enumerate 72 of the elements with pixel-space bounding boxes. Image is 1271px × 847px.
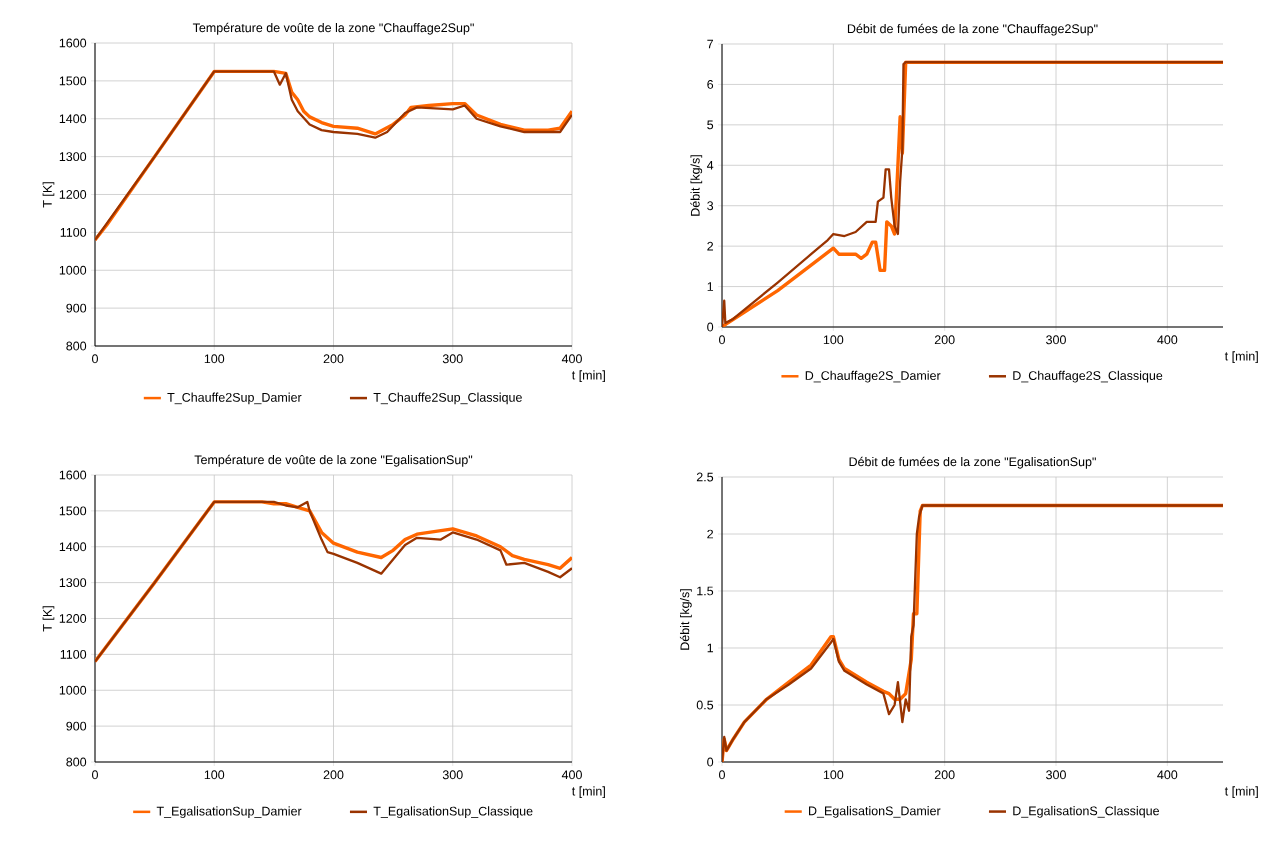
y-tick-label: 3 — [707, 201, 714, 211]
x-tick-label: 0 — [719, 770, 725, 780]
x-tick-label: 300 — [1046, 770, 1066, 780]
y-tick-label: 900 — [66, 721, 87, 731]
legend-label: T_Chauffe2Sup_Classique — [373, 392, 522, 405]
x-tick-label: 100 — [204, 770, 225, 780]
y-tick-label: 1100 — [60, 227, 87, 237]
legend-label: T_Chauffe2Sup_Damier — [167, 392, 302, 405]
legend-label: D_Chauffage2S_Classique — [1013, 370, 1163, 383]
y-tick-label: 1300 — [59, 578, 87, 588]
y-axis-title: Débit [kg/s] — [679, 589, 692, 650]
y-tick-label: 5 — [707, 120, 714, 130]
y-tick-label: 1600 — [59, 38, 87, 48]
chart-title: Température de voûte de la zone "EgalisationSup" — [194, 454, 473, 467]
y-axis-title: T [K] — [42, 606, 55, 632]
y-tick-label: 1.5 — [697, 586, 714, 596]
x-tick-label: 0 — [719, 335, 725, 345]
y-tick-label: 7 — [707, 39, 714, 49]
y-tick-label: 1400 — [59, 542, 87, 552]
x-tick-label: 200 — [934, 335, 955, 345]
x-tick-label: 100 — [204, 354, 225, 364]
y-tick-label: 1400 — [59, 114, 87, 124]
y-tick-label: 800 — [66, 341, 87, 351]
x-tick-label: 100 — [823, 335, 844, 345]
y-tick-label: 2.5 — [696, 472, 714, 482]
chart-title: Débit de fumées de la zone "Chauffage2Sup" — [847, 23, 1098, 36]
chart-title: Température de voûte de la zone "Chauffage2Sup" — [192, 22, 474, 35]
y-tick-label: 1500 — [59, 506, 87, 516]
x-tick-label: 200 — [934, 770, 955, 780]
y-tick-label: 4 — [706, 160, 714, 170]
x-tick-label: 200 — [323, 770, 344, 780]
x-tick-label: 400 — [1157, 770, 1178, 780]
legend-label: D_EgalisationS_Classique — [1013, 806, 1159, 818]
x-tick-label: 0 — [92, 354, 98, 364]
x-axis-title: t [min] — [1224, 786, 1258, 799]
x-axis-title: t [min] — [571, 786, 605, 799]
x-tick-label: 200 — [323, 354, 344, 364]
y-tick-label: 1 — [707, 643, 714, 653]
y-tick-label: 1200 — [59, 190, 87, 199]
y-tick-label: 0 — [707, 322, 714, 332]
x-tick-label: 400 — [1157, 335, 1178, 345]
y-tick-label: 6 — [707, 80, 714, 89]
y-tick-label: 0 — [707, 757, 714, 767]
x-tick-label: 0 — [92, 770, 98, 780]
x-tick-label: 300 — [442, 354, 463, 364]
x-axis-title: t [min] — [571, 370, 605, 383]
y-tick-label: 1100 — [60, 649, 87, 659]
y-tick-label: 0.5 — [696, 700, 714, 710]
y-tick-label: 1000 — [59, 685, 87, 695]
y-tick-label: 800 — [66, 757, 87, 767]
x-tick-label: 400 — [561, 770, 582, 780]
y-tick-label: 1300 — [59, 152, 87, 162]
y-tick-label: 900 — [66, 303, 87, 313]
legend-label: D_EgalisationS_Damier — [809, 806, 941, 818]
y-tick-label: 1500 — [59, 76, 87, 86]
y-axis-title: Débit [kg/s] — [690, 155, 703, 216]
chart-title: Débit de fumées de la zone "EgalisationSup" — [849, 456, 1096, 469]
legend-label: D_Chauffage2S_Damier — [805, 370, 941, 383]
x-axis-title: t [min] — [1224, 351, 1258, 364]
x-tick-label: 300 — [442, 770, 463, 780]
y-tick-label: 1 — [707, 282, 714, 291]
x-tick-label: 100 — [823, 770, 844, 780]
y-tick-label: 2 — [707, 241, 714, 251]
y-axis-title: T [K] — [42, 182, 55, 208]
y-tick-label: 1200 — [59, 614, 87, 623]
y-tick-label: 2 — [707, 529, 714, 539]
y-tick-label: 1000 — [59, 265, 87, 275]
x-tick-label: 300 — [1046, 335, 1066, 345]
x-tick-label: 400 — [561, 354, 582, 364]
legend-label: T_EgalisationSup_Damier — [156, 806, 302, 819]
y-tick-label: 1600 — [59, 470, 87, 480]
legend-label: T_EgalisationSup_Classique — [373, 806, 533, 819]
